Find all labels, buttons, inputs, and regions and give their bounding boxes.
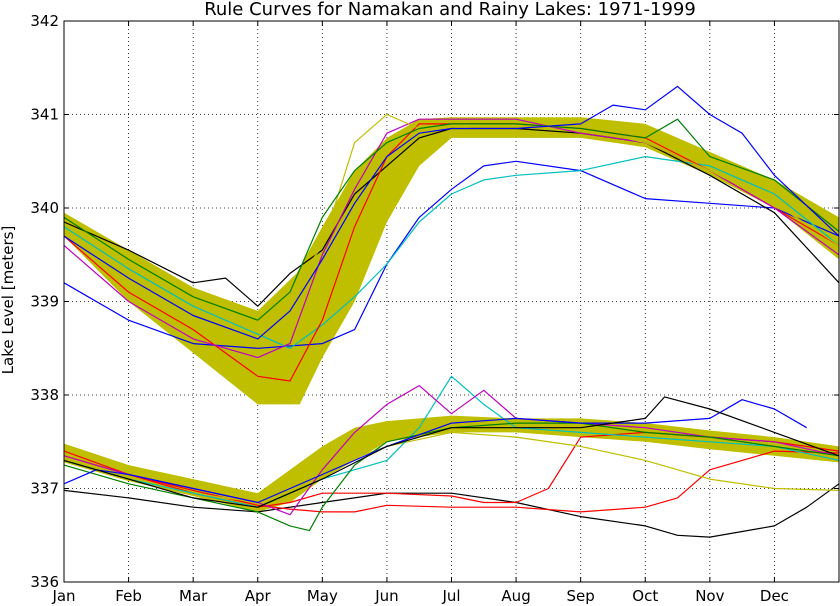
x-tick-label: Apr [245, 587, 272, 605]
series-line [63, 396, 840, 508]
chart-title: Rule Curves for Namakan and Rainy Lakes:… [204, 0, 696, 20]
x-tick-label: Dec [760, 587, 789, 605]
x-tick-label: May [307, 587, 338, 605]
y-tick-label: 341 [30, 106, 59, 124]
x-tick-label: Jun [374, 587, 398, 605]
x-tick-label: Feb [115, 587, 142, 605]
x-tick-label: Jul [441, 587, 460, 605]
series-line [63, 123, 840, 382]
y-tick-label: 336 [30, 573, 59, 591]
lake-level-series [63, 85, 840, 538]
series-line [63, 399, 808, 504]
rule-band-rainy [64, 415, 839, 512]
series-line [63, 160, 840, 349]
y-tick-label: 342 [30, 12, 59, 30]
y-tick-label: 337 [30, 480, 59, 498]
rule-band-namakan [64, 117, 839, 405]
series-line [63, 375, 840, 508]
y-tick-label: 339 [30, 293, 59, 311]
rule-curve-bands [64, 117, 839, 512]
series-line [63, 85, 840, 340]
x-tick-label: Oct [632, 587, 658, 605]
y-tick-label: 338 [30, 386, 59, 404]
series-line [63, 118, 840, 321]
x-tick-label: Mar [179, 587, 208, 605]
y-tick-label: 340 [30, 199, 59, 217]
series-line [63, 127, 840, 307]
y-axis-label: Lake Level [meters] [0, 226, 17, 375]
x-tick-label: Sep [567, 587, 595, 605]
series-line [63, 156, 840, 349]
x-tick-label: Aug [501, 587, 530, 605]
x-tick-label: Nov [695, 587, 724, 605]
plot-frame [63, 20, 840, 583]
x-tick-label: Jan [51, 587, 75, 605]
